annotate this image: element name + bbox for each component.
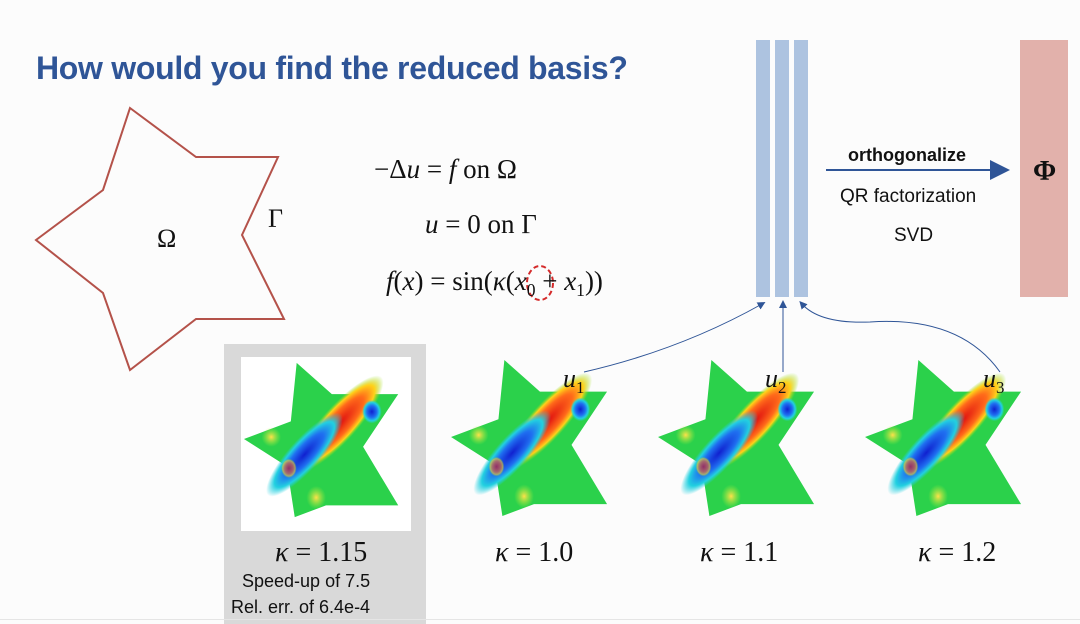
field-plot-u2 — [658, 359, 815, 516]
equation-source: f(x) = sin(κ(x0 + x1)) — [386, 266, 603, 301]
phi-column — [1020, 40, 1068, 297]
basis-column-2 — [775, 40, 789, 297]
omega-label: Ω — [157, 224, 177, 253]
speedup-text: Speed-up of 7.5 — [242, 571, 371, 591]
method-svd: SVD — [894, 225, 934, 246]
equation-bc: u = 0 on Γ — [425, 209, 537, 239]
snapshot-arrow-1 — [583, 302, 766, 373]
kappa-label-reduced: κ = 1.15 — [275, 537, 368, 568]
basis-column-1 — [756, 40, 770, 297]
kappa-label-1: κ = 1.0 — [495, 537, 574, 568]
equation-pde: −Δu = f on Ω — [374, 154, 517, 184]
kappa-symbol: κ — [492, 266, 506, 296]
orthogonalize-label: orthogonalize — [848, 145, 966, 165]
relative-error-text: Rel. err. of 6.4e-4 — [231, 597, 371, 617]
method-qr: QR factorization — [840, 186, 977, 207]
kappa-label-2: κ = 1.1 — [700, 537, 779, 568]
bottom-divider — [0, 619, 1080, 620]
snapshot-label-u3: u3 — [983, 364, 1005, 397]
gamma-label: Γ — [268, 204, 284, 233]
snapshot-label-u2: u2 — [765, 364, 787, 397]
kappa-highlight-circle — [526, 265, 554, 301]
snapshot-arrow-3 — [799, 301, 1001, 373]
basis-column-3 — [794, 40, 808, 297]
slide-title: How would you find the reduced basis? — [36, 50, 628, 86]
phi-label: Φ — [1033, 156, 1057, 187]
kappa-label-3: κ = 1.2 — [918, 537, 997, 568]
domain-outline — [34, 106, 286, 372]
snapshot-label-u1: u1 — [563, 364, 585, 397]
